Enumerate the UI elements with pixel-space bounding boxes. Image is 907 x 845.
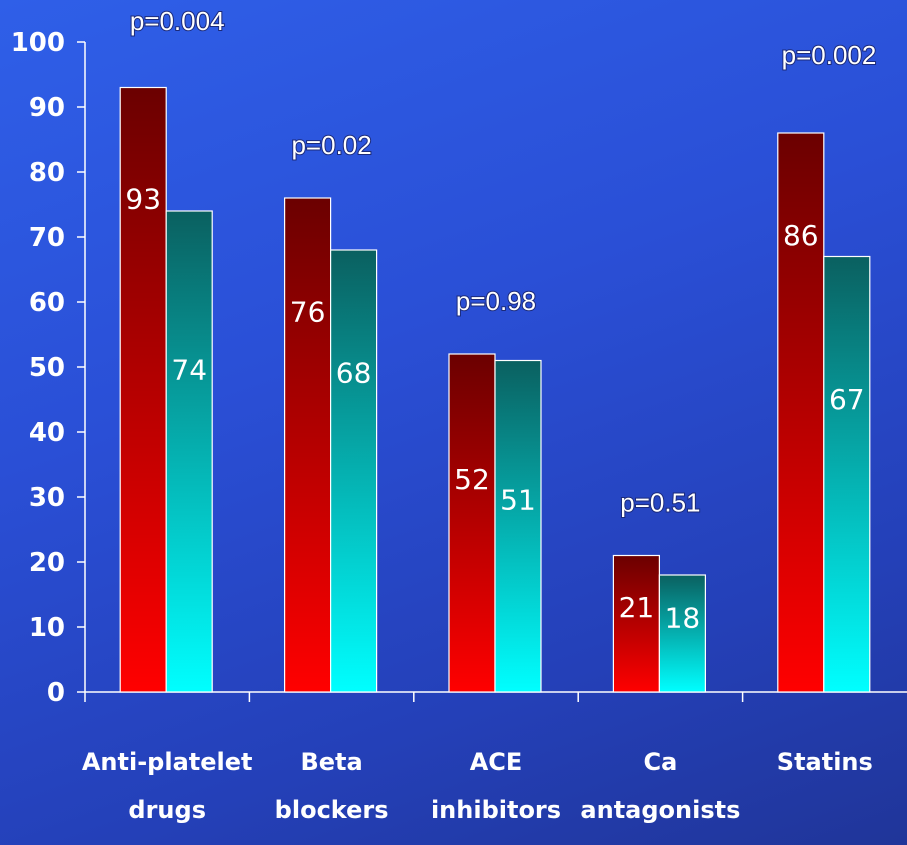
labels: 93 74 Anti-platelet drugs 76 68 Beta blockers 52…: [82, 5, 877, 824]
p-value-annotation: p=0.98: [456, 286, 536, 316]
category-label: blockers: [275, 796, 389, 824]
bar: [284, 197, 332, 693]
y-tick-label: 40: [29, 418, 65, 448]
p-value-annotation: p=0.02: [291, 130, 371, 160]
data-label: 67: [829, 383, 865, 416]
data-label: 52: [454, 463, 490, 496]
bar: [494, 359, 542, 693]
data-label: 18: [665, 602, 701, 635]
category-label: Beta: [300, 748, 362, 776]
bar: [165, 210, 213, 693]
category-label: Anti-platelet: [82, 748, 253, 776]
bar: [658, 574, 707, 693]
y-tick-label: 30: [29, 483, 65, 513]
bar: [330, 249, 378, 693]
y-tick-label: 70: [29, 223, 65, 253]
y-tick-label: 90: [29, 93, 65, 123]
bar: [777, 132, 825, 693]
bar: [448, 353, 496, 693]
p-value-annotation: p=0.51: [620, 488, 700, 518]
p-value-annotation: p=0.002: [782, 40, 877, 70]
y-tick-label: 80: [29, 158, 65, 188]
bar: [119, 86, 167, 693]
y-tick-label: 0: [47, 678, 65, 708]
category-label: Statins: [777, 748, 873, 776]
y-tick-label: 60: [29, 288, 65, 318]
data-label: 86: [783, 219, 819, 252]
bar: [823, 255, 871, 693]
y-tick-label: 50: [29, 353, 65, 383]
data-label: 68: [336, 357, 372, 390]
category-label: drugs: [128, 796, 206, 824]
y-tick-label: 10: [29, 613, 65, 643]
y-tick-label: 100: [11, 28, 65, 58]
bars: [119, 86, 871, 693]
data-label: 51: [500, 484, 536, 517]
p-value-annotation: p=0.004: [130, 6, 225, 36]
bar: [612, 554, 661, 693]
category-label: Ca: [643, 748, 677, 776]
category-label: antagonists: [580, 796, 740, 824]
axes: 0 10 20 30 40 50 60 70 80 90 100: [11, 28, 907, 708]
category-label: inhibitors: [431, 796, 561, 824]
category-label: ACE: [470, 748, 523, 776]
y-tick-label: 20: [29, 548, 65, 578]
data-label: 74: [171, 353, 207, 386]
data-label: 76: [290, 296, 326, 329]
data-label: 93: [125, 182, 161, 215]
data-label: 21: [619, 591, 655, 624]
